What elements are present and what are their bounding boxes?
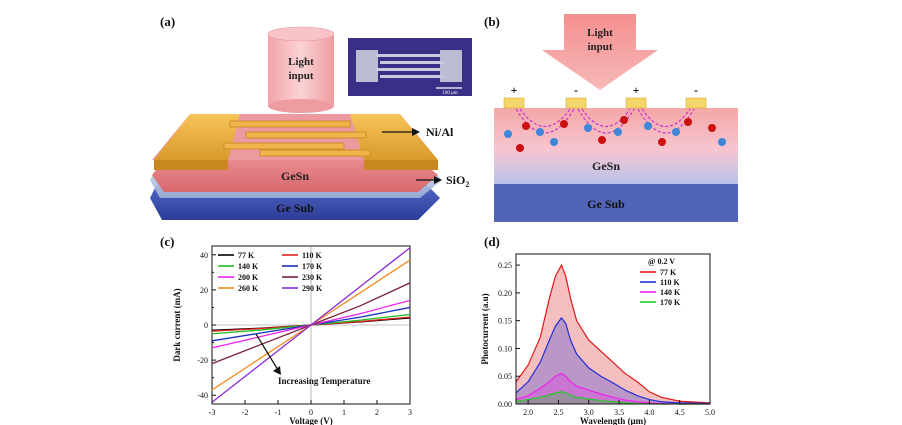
polarity-4: - (694, 83, 698, 97)
b-light-text-2: input (587, 41, 612, 53)
c-legend-label-1: 110 K (302, 251, 323, 260)
c-xtick-label-5: 2 (375, 408, 379, 417)
d-series-fill-1 (516, 317, 710, 404)
d-ytick-label-5: 0.25 (498, 261, 512, 270)
d-series-line-0 (515, 263, 711, 404)
c-xtick-label-0: -3 (209, 408, 216, 417)
b-gesn-label: GeSn (592, 159, 620, 173)
b-contacts (503, 97, 707, 109)
d-xtick-label-1: 2.5 (553, 408, 563, 417)
d-ytick-label-4: 0.20 (498, 289, 512, 298)
c-legend-label-3: 170 K (302, 262, 323, 271)
b-gesn-layer (494, 108, 738, 184)
polarity-2: - (574, 83, 578, 97)
d-legend-title: @ 0.2 V (648, 257, 675, 266)
light-input-text-1: Light (288, 56, 314, 68)
d-xtick-label-0: 2.0 (523, 408, 533, 417)
c-legend-label-0: 77 K (238, 251, 255, 260)
d-legend-label-2: 140 K (660, 288, 681, 297)
c-xlabel: Voltage (V) (289, 416, 332, 425)
d-ytick-label-3: 0.15 (498, 317, 512, 326)
panel-b-label: (b) (484, 14, 500, 29)
c-ytick-label-1: -20 (197, 356, 208, 365)
b-ge-sub-layer (494, 184, 738, 222)
c-xtick-label-6: 3 (408, 408, 412, 417)
field-lines (515, 108, 695, 134)
c-ylabel: Dark current (mA) (172, 288, 182, 361)
c-annotation: Increasing Temperature (278, 376, 370, 386)
light-input-beam (267, 26, 335, 113)
d-ytick-label-0: 0.00 (498, 400, 512, 409)
c-xtick-label-1: -2 (242, 408, 249, 417)
d-series-line-1 (515, 316, 711, 405)
right-contact-pad (350, 114, 438, 160)
c-ytick-label-4: 40 (200, 251, 208, 260)
d-series-line-2 (515, 372, 710, 405)
panel-c-label: (c) (160, 234, 175, 249)
c-xtick-label-2: -1 (275, 408, 282, 417)
d-series-fill-3 (516, 391, 710, 404)
dark-current-chart: -3 -2 -1 0 1 2 3 -40 -20 0 20 40 77 K 110 K 140 K 170 … (172, 245, 412, 425)
gesn-label: GeSn (281, 169, 309, 183)
micrograph-inset: 100 μm (348, 38, 472, 96)
interdigitated-fingers (223, 120, 371, 157)
carrier-diagram: Light input + - + - GeSn Ge Sub (494, 14, 738, 222)
panel-d-label: (d) (484, 234, 500, 249)
polarity-3: + (633, 83, 640, 97)
c-series-line-7 (211, 247, 411, 403)
d-ytick-label-1: 0.05 (498, 372, 512, 381)
c-legend-label-5: 230 K (302, 273, 323, 282)
c-ytick-label-0: -40 (197, 391, 208, 400)
d-xtick-label-6: 5.0 (705, 408, 715, 417)
light-arrow (542, 14, 658, 90)
d-legend-label-0: 77 K (660, 268, 677, 277)
polarity-1: + (511, 83, 518, 97)
c-legend-label-2: 140 K (238, 262, 259, 271)
ni-al-label: Ni/Al (426, 125, 454, 139)
device-schematic: Light input 100 μm Ni/Al SiO2 GeSn Ge Su… (150, 26, 472, 220)
c-xtick-label-4: 1 (342, 408, 346, 417)
d-xtick-label-5: 4.5 (675, 408, 685, 417)
panel-a-label: (a) (160, 14, 176, 29)
d-xtick-label-3: 3.5 (614, 408, 624, 417)
carriers (504, 116, 726, 152)
c-xtick-label-3: 0 (309, 408, 313, 417)
d-xtick-label-4: 4.0 (644, 408, 654, 417)
d-series-fill-0 (516, 265, 710, 404)
c-ytick-label-3: 20 (200, 286, 208, 295)
d-legend-label-3: 170 K (660, 298, 681, 307)
b-light-text-1: Light (587, 27, 613, 39)
d-plot-frame (515, 253, 711, 405)
c-legend-label-6: 260 K (238, 284, 259, 293)
c-legend-label-7: 290 K (302, 284, 323, 293)
left-contact-pad (154, 114, 240, 160)
d-xlabel: Wavelength (μm) (580, 416, 646, 425)
d-series-fill-2 (516, 373, 710, 404)
light-input-text-2: input (288, 70, 313, 82)
d-ylabel: Photocurrent (a.u) (480, 293, 490, 364)
d-ytick-label-2: 0.10 (498, 344, 512, 353)
scale-bar-label: 100 μm (442, 91, 457, 96)
b-ge-sub-label: Ge Sub (587, 197, 625, 211)
temperature-arrow (255, 333, 279, 371)
sio2-label: SiO2 (446, 173, 469, 189)
c-legend-label-4: 200 K (238, 273, 259, 282)
c-ytick-label-2: 0 (204, 321, 208, 330)
d-legend-label-1: 110 K (660, 278, 681, 287)
d-xtick-label-2: 3.0 (584, 408, 594, 417)
ge-sub-label: Ge Sub (276, 201, 314, 215)
photocurrent-chart: 2.0 2.5 3.0 3.5 4.0 4.5 5.0 0.00 0.05 0.10 0.15 0.2… (480, 253, 715, 425)
